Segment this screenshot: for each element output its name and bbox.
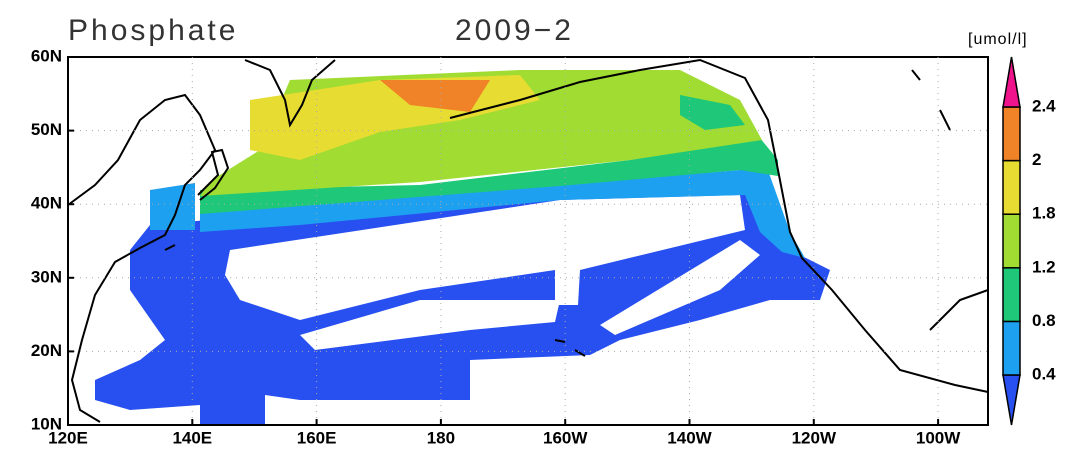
lon-label: 140W: [667, 428, 712, 447]
colorbar-label: 2: [1032, 150, 1041, 169]
lon-label: 100W: [916, 428, 961, 447]
field-green: [200, 138, 778, 214]
colorbar-under: [1002, 374, 1021, 426]
lon-label: 160E: [297, 428, 337, 447]
colorbar: 0.4 0.8 1.2 1.8 2 2.4: [1002, 56, 1056, 426]
colorbar-box: [1002, 159, 1021, 215]
map-frame: [67, 56, 989, 426]
colorbar-label: 2.4: [1032, 96, 1056, 115]
field-gap: [300, 300, 560, 350]
lat-label: 20N: [31, 341, 62, 360]
colorbar-label: 1.2: [1032, 257, 1056, 276]
colorbar-box: [1002, 267, 1021, 323]
field-gap: [225, 195, 745, 320]
coast-japan: [164, 148, 230, 251]
coast-hawaii: [554, 339, 586, 357]
field-cyan: [150, 183, 195, 230]
lat-label: 60N: [31, 46, 62, 65]
lon-label: 140E: [172, 428, 212, 447]
colorbar-box: [1002, 106, 1021, 162]
coast-asia: [67, 93, 217, 423]
coast-america: [449, 58, 989, 393]
field-gap: [600, 240, 760, 335]
lon-label: 120W: [792, 428, 837, 447]
colorbar-box: [1002, 213, 1021, 269]
lat-label: 40N: [31, 194, 62, 213]
lon-label: 120E: [48, 428, 88, 447]
lon-label: 160W: [543, 428, 588, 447]
colorbar-unit: [umol/l]: [968, 31, 1028, 48]
lat-label: 30N: [31, 267, 62, 286]
phosphate-field: [95, 70, 830, 425]
field-cyan: [200, 162, 805, 258]
colorbar-box: [1002, 320, 1021, 376]
lat-label: 50N: [31, 120, 62, 139]
colorbar-label: 0.4: [1032, 364, 1056, 383]
map-period: 2009−2: [455, 14, 574, 47]
field-green: [680, 95, 745, 130]
coast-kamchatka: [244, 59, 336, 128]
field-orange: [380, 80, 490, 112]
colorbar-label: 0.8: [1032, 311, 1056, 330]
lon-label: 180: [427, 428, 455, 447]
lat-label: 10N: [31, 414, 62, 433]
map-title: Phosphate: [68, 14, 238, 47]
colorbar-label: 1.8: [1032, 204, 1056, 223]
colorbar-over: [1002, 56, 1021, 108]
coastline: [67, 58, 989, 423]
